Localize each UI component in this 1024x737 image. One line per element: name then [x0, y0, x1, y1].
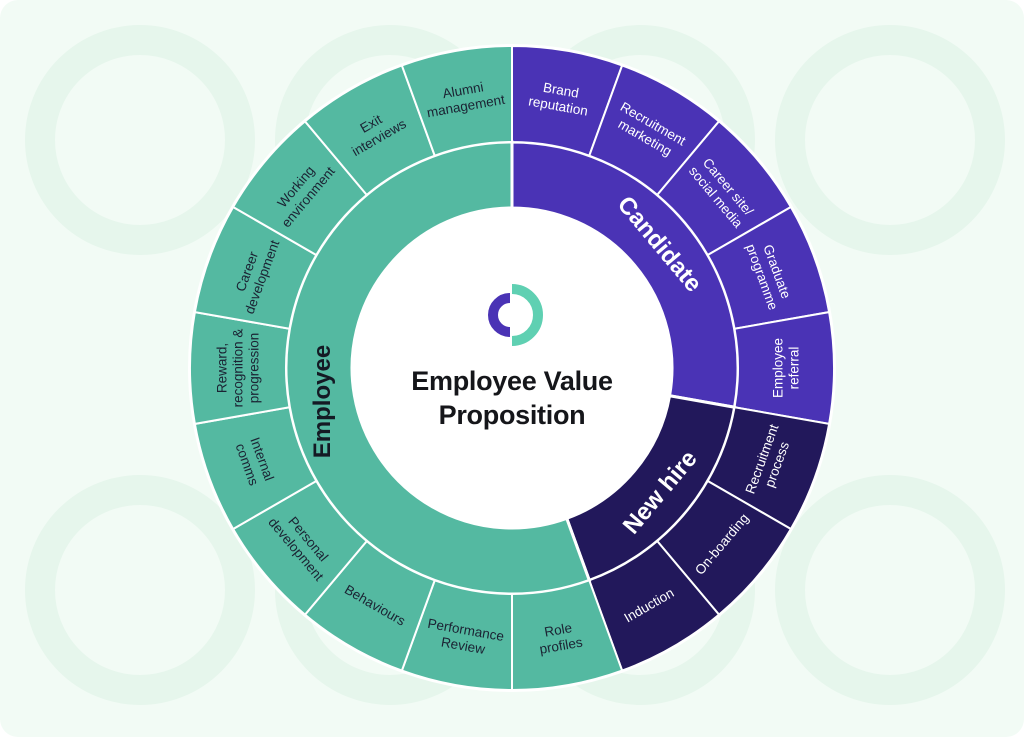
group-label-employee: Employee: [309, 345, 336, 458]
center-title-line-1: Employee Value: [411, 366, 613, 396]
outer-segment-label: Reward,recognition &progression: [215, 329, 262, 408]
pattern-arc: [775, 475, 1005, 705]
outer-segment-label: Roleprofiles: [535, 619, 583, 657]
logo-icon: [488, 284, 543, 346]
center-title: Employee Value Proposition: [352, 364, 672, 432]
outer-segment[interactable]: [400, 44, 513, 157]
pattern-arc: [25, 475, 255, 705]
outer-segment-label: Employeereferral: [771, 338, 802, 398]
pattern-arc: [25, 25, 255, 255]
center-circle: [353, 209, 671, 527]
center-title-line-2: Proposition: [438, 400, 586, 430]
pattern-arc: [775, 25, 1005, 255]
